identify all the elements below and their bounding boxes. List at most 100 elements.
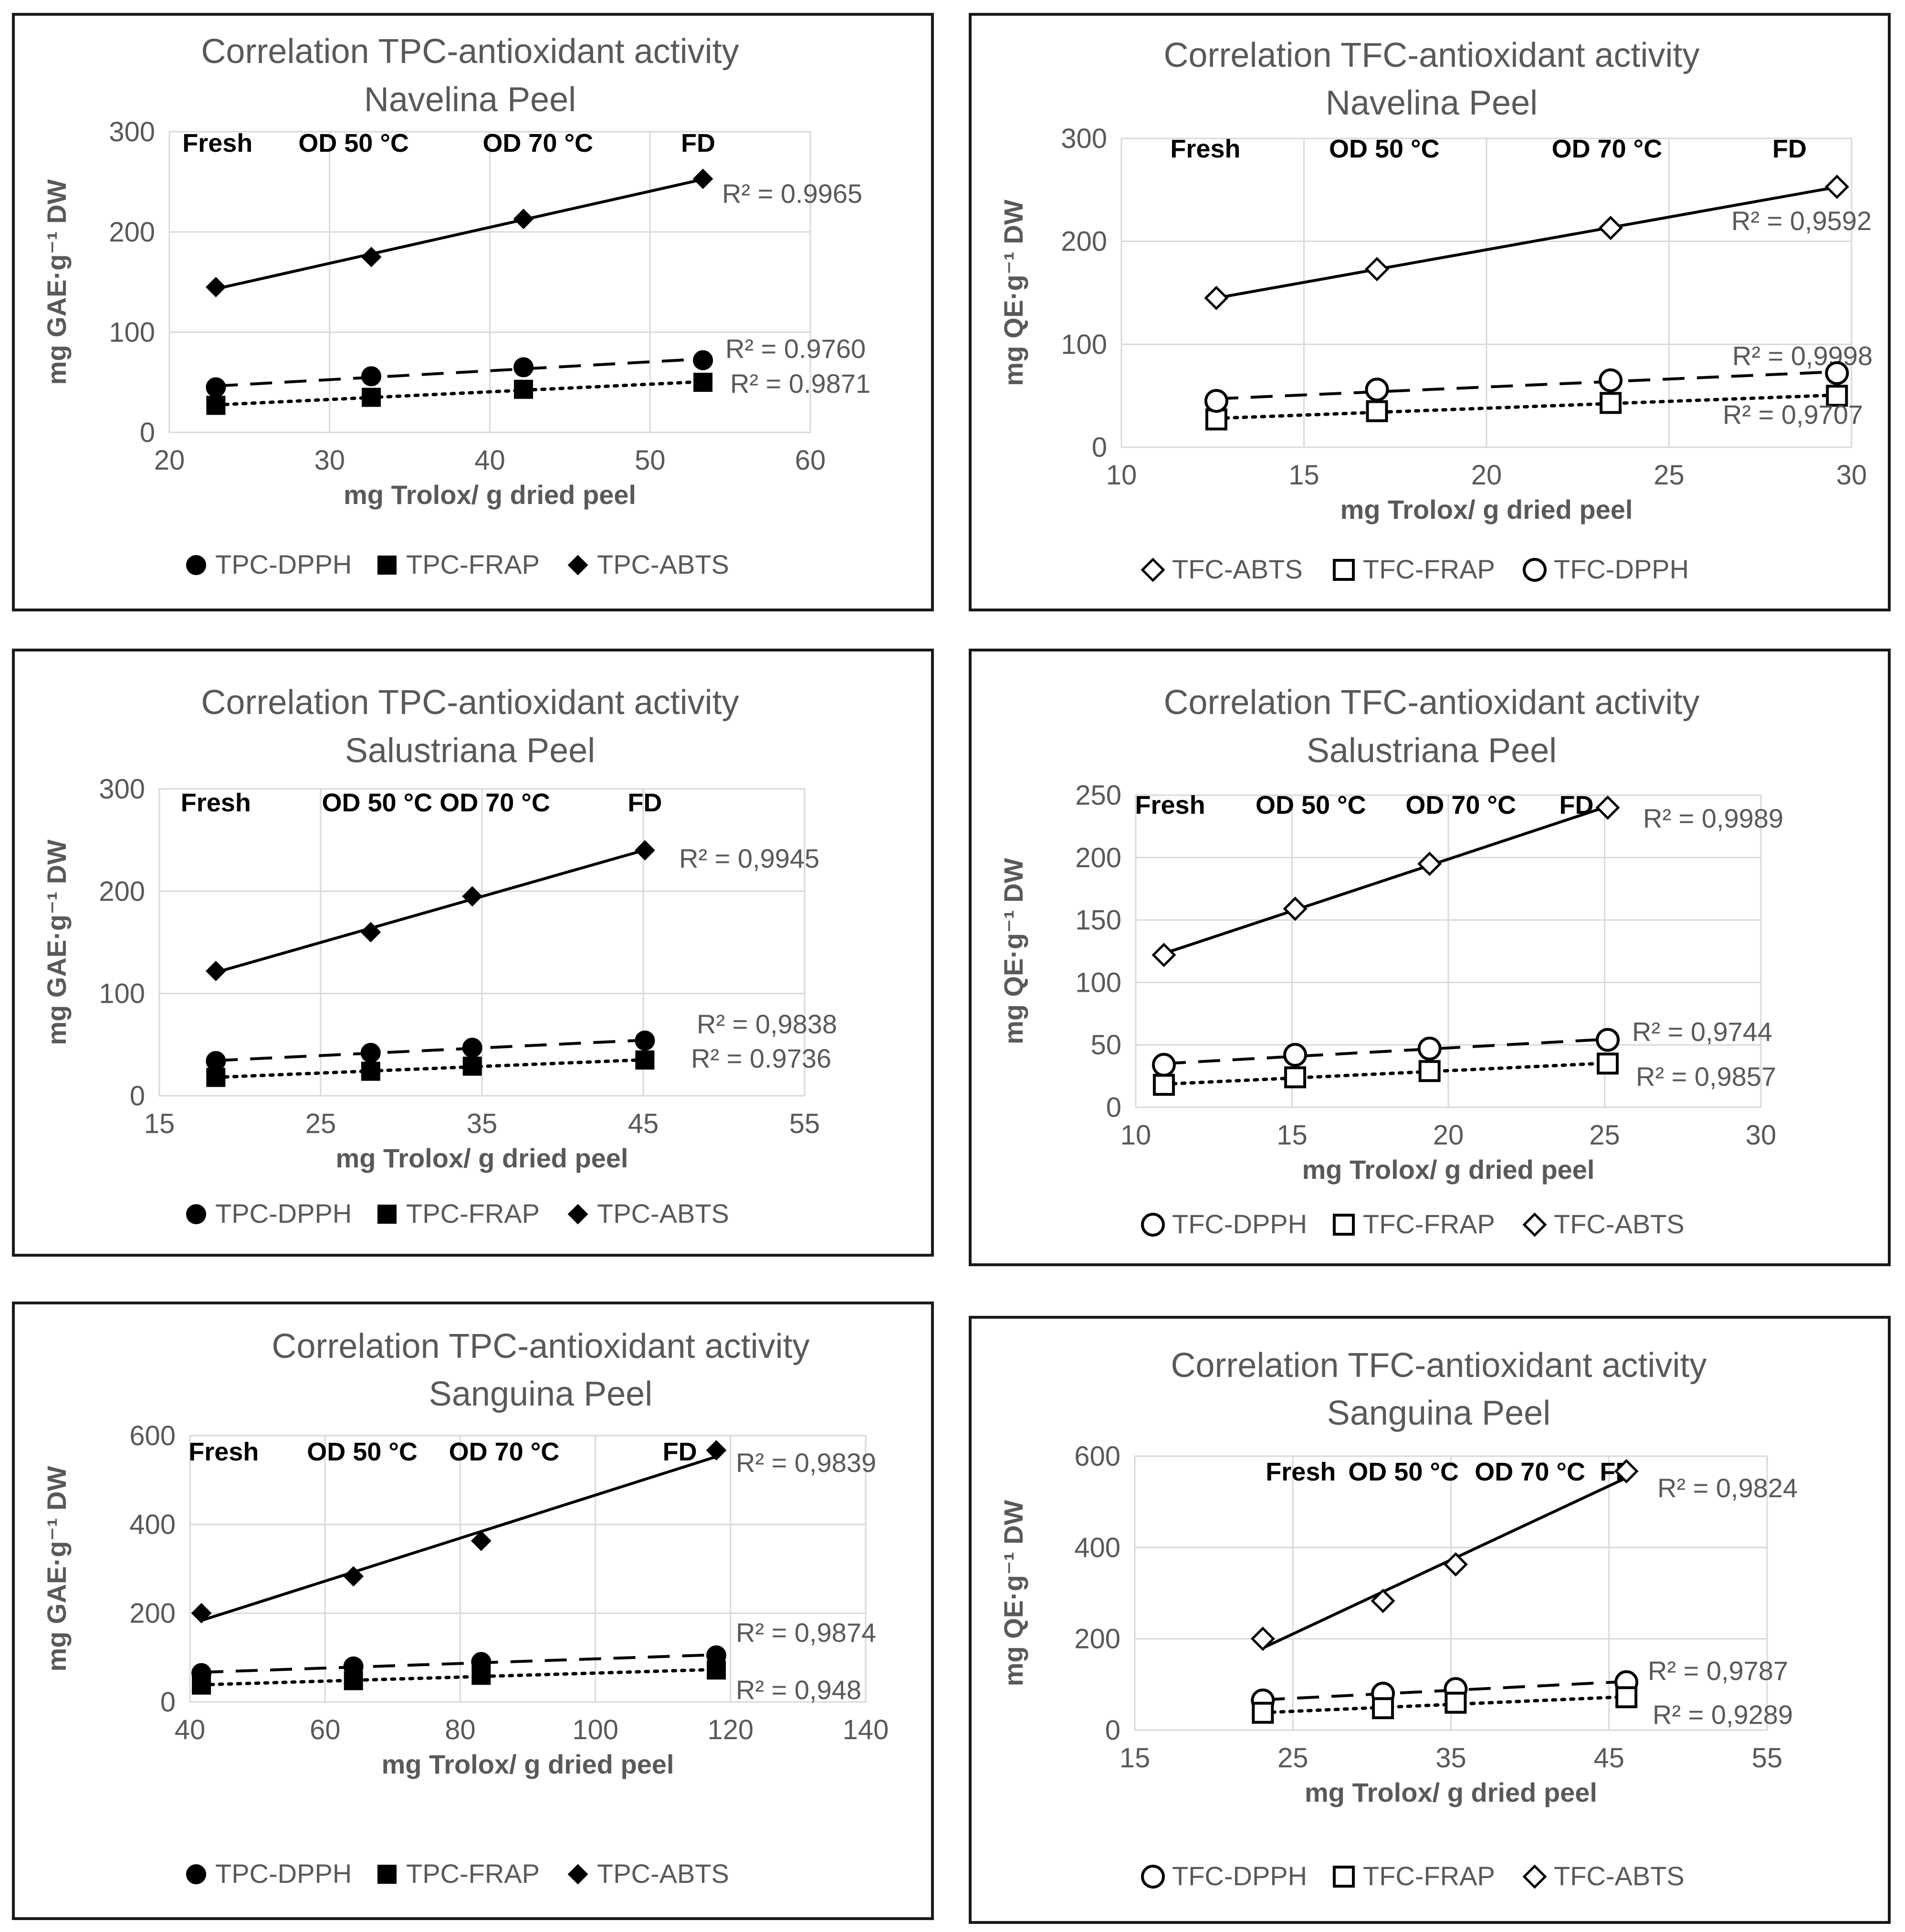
data-point — [1417, 1037, 1442, 1061]
panel-border — [969, 13, 1891, 611]
x-tick-label: 25 — [1277, 1743, 1308, 1774]
chart-title: Correlation TPC-antioxidant activity — [272, 1327, 809, 1365]
series-tfc-dpph: R² = 0,9787 — [1251, 1656, 1788, 1712]
stage-label: OD 50 °C — [1256, 791, 1366, 819]
legend-marker — [1333, 1214, 1355, 1236]
r-squared-label: R² = 0,9874 — [736, 1617, 876, 1648]
x-tick-label: 55 — [1752, 1743, 1783, 1774]
y-tick-label: 300 — [1061, 123, 1107, 154]
legend-entry-label: TFC-DPPH — [1172, 1209, 1307, 1239]
r-squared-label: R² = 0,9707 — [1723, 399, 1863, 430]
data-point — [1599, 368, 1623, 392]
r-squared-label: R² = 0,9592 — [1731, 206, 1872, 236]
chart-title: Correlation TFC-antioxidant activity — [1171, 1346, 1706, 1385]
data-point — [361, 366, 382, 387]
legend-entry-label: TFC-ABTS — [1172, 554, 1303, 584]
legend-entry-label: TPC-DPPH — [215, 549, 352, 579]
stage-label: OD 50 °C — [298, 129, 409, 158]
y-axis-title: mg QE·g⁻¹ DW — [998, 200, 1028, 386]
y-tick-label: 150 — [1075, 905, 1121, 936]
y-tick-label: 0 — [130, 1081, 145, 1112]
stage-label: FD — [681, 129, 715, 158]
y-axis-title: mg QE·g⁻¹ DW — [998, 858, 1028, 1045]
legend-entry-label: TFC-FRAP — [1363, 1209, 1495, 1239]
legend-entry-label: TPC-FRAP — [406, 549, 540, 579]
legend-entry-label: TFC-ABTS — [1554, 1209, 1685, 1239]
x-axis-title: mg Trolox/ g dried peel — [1305, 1777, 1597, 1807]
series-tpc-dpph: R² = 0.9760 — [206, 334, 866, 398]
stage-label: OD 50 °C — [1329, 135, 1440, 163]
x-axis-title: mg Trolox/ g dried peel — [336, 1143, 628, 1173]
x-axis-title: mg Trolox/ g dried peel — [1302, 1155, 1595, 1185]
legend-entry-label: TPC-FRAP — [406, 1858, 540, 1889]
plot-area — [1120, 137, 1853, 448]
data-point — [1371, 1588, 1395, 1613]
series-tfc-frap: R² = 0,9289 — [1252, 1686, 1793, 1730]
y-tick-label: 600 — [1074, 1441, 1120, 1472]
plot-area — [158, 788, 806, 1097]
chart-panel-tfc-salustriana: Correlation TFC-antioxidant activity Salu… — [969, 649, 1891, 1266]
data-point — [1283, 896, 1308, 921]
x-tick-label: 25 — [1589, 1120, 1620, 1151]
data-point — [192, 1675, 211, 1695]
stage-label: Fresh — [188, 1438, 259, 1466]
legend: TFC-DPPH TFC-FRAP TFC-ABTS — [1141, 1209, 1685, 1239]
trendline — [201, 1653, 717, 1674]
legend-marker — [377, 556, 397, 575]
legend: TFC-ABTS TFC-FRAP TFC-DPPH — [1141, 554, 1689, 584]
data-point — [360, 922, 381, 943]
stage-label: OD 70 °C — [482, 129, 593, 158]
plot-area — [168, 131, 811, 433]
chart-panel-tfc-sanguina: Correlation TFC-antioxidant activity Sang… — [969, 1316, 1891, 1924]
data-point — [1151, 943, 1176, 967]
stage-label: Fresh — [1266, 1458, 1336, 1486]
series-tfc-frap: R² = 0,9857 — [1152, 1052, 1776, 1096]
legend-entry-label: TPC-ABTS — [597, 1858, 729, 1889]
chart-subtitle: Sanguina Peel — [429, 1375, 652, 1413]
stage-label: Fresh — [1135, 791, 1205, 819]
y-tick-label: 100 — [1061, 329, 1107, 360]
stage-label: OD 50 °C — [307, 1438, 418, 1466]
y-tick-label: 400 — [129, 1509, 176, 1540]
x-tick-label: 30 — [1746, 1120, 1777, 1151]
chart-panel-tpc-sanguina: Correlation TPC-antioxidant activity Sang… — [12, 1302, 934, 1920]
r-squared-label: R² = 0,9787 — [1648, 1656, 1788, 1686]
chart-subtitle: Navelina Peel — [364, 81, 576, 119]
data-point — [191, 1603, 212, 1624]
data-point — [693, 373, 713, 392]
data-point — [1595, 795, 1620, 820]
x-tick-label: 30 — [1836, 460, 1867, 491]
stage-label: OD 70 °C — [1405, 791, 1516, 819]
trendline — [1163, 805, 1608, 955]
r-squared-label: R² = 0,948 — [736, 1675, 861, 1705]
y-tick-label: 200 — [1061, 226, 1107, 257]
x-tick-label: 50 — [635, 445, 666, 476]
data-point — [343, 1566, 364, 1587]
chart-subtitle: Sanguina Peel — [1327, 1394, 1550, 1432]
r-squared-label: R² = 0.9760 — [725, 334, 866, 364]
stage-label: FD — [1772, 135, 1807, 163]
chart-title: Correlation TPC-antioxidant activity — [201, 32, 739, 71]
stage-label: FD — [628, 788, 662, 817]
x-tick-label: 20 — [154, 445, 185, 476]
data-point — [635, 1050, 655, 1070]
x-tick-label: 10 — [1106, 460, 1137, 491]
stage-label: Fresh — [182, 129, 252, 158]
r-squared-label: R² = 0.9965 — [722, 178, 862, 209]
legend-marker — [186, 1204, 206, 1224]
panel-border — [969, 1316, 1891, 1924]
x-tick-label: 20 — [1471, 460, 1502, 491]
trendline — [1214, 393, 1839, 420]
y-tick-label: 100 — [99, 978, 145, 1009]
x-tick-label: 45 — [628, 1108, 659, 1139]
legend-marker — [1141, 557, 1165, 582]
data-point — [471, 1530, 492, 1551]
data-point — [1151, 1053, 1176, 1077]
legend-entry-label: TPC-DPPH — [215, 1198, 352, 1228]
x-tick-label: 100 — [572, 1714, 618, 1745]
trendline — [201, 1455, 717, 1622]
legend-entry-label: TPC-DPPH — [215, 1858, 352, 1889]
data-point — [1826, 385, 1848, 407]
y-tick-label: 100 — [1075, 967, 1121, 998]
